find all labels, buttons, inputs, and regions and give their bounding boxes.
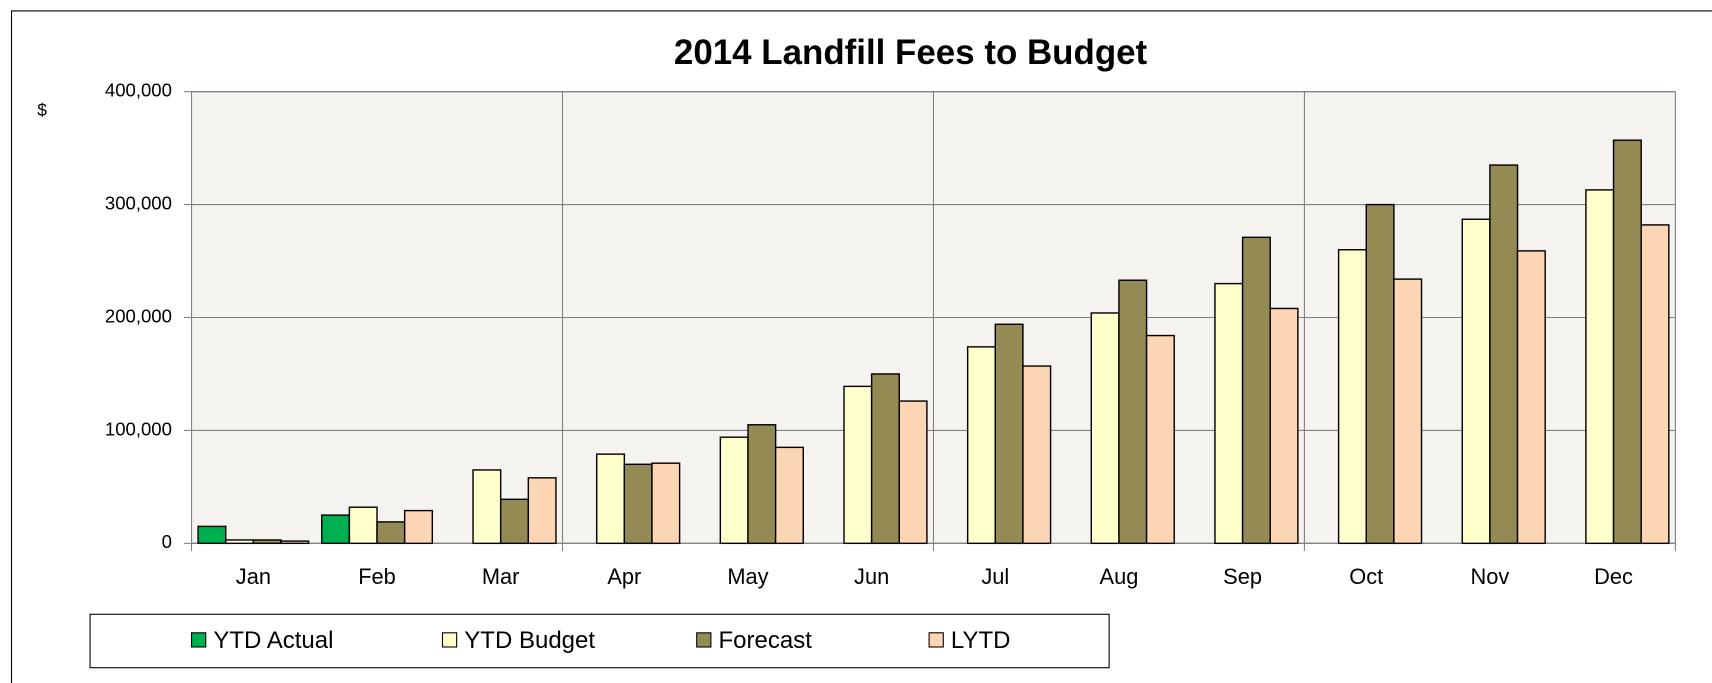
legend-label: YTD Budget	[464, 627, 595, 654]
bar	[321, 514, 351, 545]
bar	[595, 453, 626, 545]
bar	[1241, 236, 1271, 545]
bar	[1612, 139, 1642, 545]
x-tick-label: Feb	[358, 564, 396, 589]
bar	[651, 462, 681, 545]
bar	[403, 509, 434, 545]
bar	[1090, 312, 1120, 545]
bar	[1214, 282, 1244, 545]
bar	[1118, 279, 1148, 545]
x-tick-label: Jun	[854, 564, 889, 589]
bar	[774, 446, 804, 545]
legend-label: LYTD	[951, 627, 1011, 654]
bar	[225, 539, 255, 545]
bar	[994, 323, 1024, 545]
x-tick-label: Aug	[1100, 564, 1139, 589]
chart-title: 2014 Landfill Fees to Budget	[674, 33, 1148, 72]
bar	[499, 498, 530, 545]
bar	[1269, 307, 1299, 545]
y-tick-label: 0	[162, 531, 172, 552]
x-tick-label: Nov	[1471, 564, 1510, 589]
bar	[376, 521, 406, 545]
bar	[1145, 334, 1175, 545]
bar	[747, 424, 777, 545]
legend-swatch	[191, 632, 207, 648]
y-axis-label: $	[37, 100, 47, 120]
bar	[1365, 203, 1395, 545]
bar	[527, 477, 557, 545]
legend-label: YTD Actual	[213, 627, 333, 654]
bar	[1516, 250, 1546, 545]
bar	[843, 385, 873, 545]
bar	[898, 400, 928, 545]
x-tick-label: Sep	[1223, 564, 1262, 589]
legend-swatch	[696, 632, 712, 648]
x-tick-label: Jan	[236, 564, 271, 589]
legend-swatch	[441, 632, 458, 648]
x-tick-label: May	[727, 564, 768, 589]
bar	[1022, 365, 1052, 545]
x-tick-label: Apr	[607, 564, 641, 589]
bar	[623, 463, 653, 545]
legend-label: Forecast	[719, 627, 813, 654]
x-tick-label: Dec	[1594, 564, 1633, 589]
x-tick-label: Mar	[482, 564, 520, 589]
y-tick-label: 400,000	[105, 80, 172, 101]
y-tick-label: 100,000	[105, 418, 172, 439]
bar	[280, 540, 310, 545]
bar	[252, 539, 282, 545]
bar	[719, 436, 749, 545]
x-tick-label: Oct	[1349, 564, 1383, 589]
x-tick-label: Jul	[981, 564, 1009, 589]
y-tick-label: 300,000	[105, 192, 172, 213]
bar	[348, 506, 378, 545]
bar	[197, 525, 227, 545]
bar	[1337, 249, 1367, 545]
bar	[1393, 278, 1423, 545]
legend-swatch	[928, 632, 944, 648]
bar	[1489, 164, 1519, 545]
bar	[966, 346, 997, 545]
bar	[472, 469, 502, 545]
y-tick-label: 200,000	[105, 305, 172, 326]
bar	[1585, 189, 1615, 545]
bar	[1461, 218, 1491, 545]
bar	[1640, 224, 1670, 545]
bar	[870, 373, 900, 545]
